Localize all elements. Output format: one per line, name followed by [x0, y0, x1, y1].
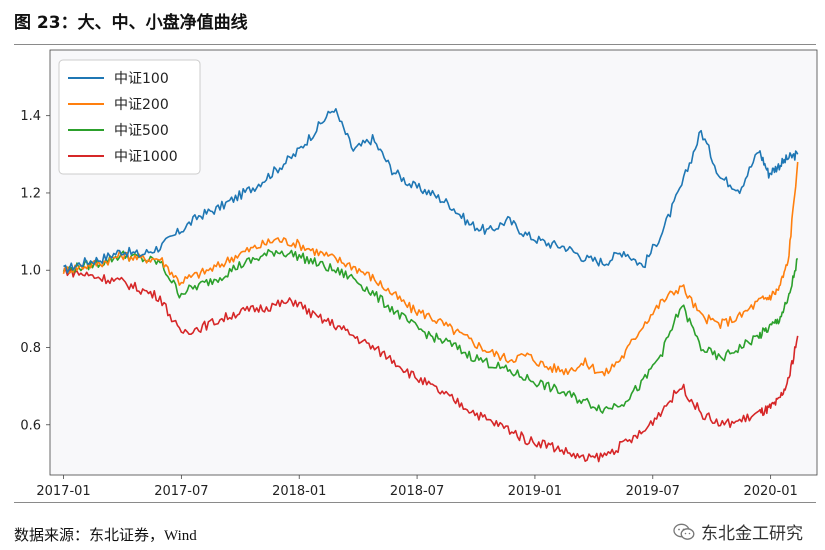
chart: 0.60.81.01.21.4 2017-01 2017-07 2018-01 201… — [20, 49, 818, 499]
top-divider — [14, 44, 816, 45]
series-line-1 — [62, 161, 799, 377]
legend-label: 中证100 — [114, 71, 169, 87]
legend: 中证100 中证200 中证500 中证1000 — [58, 59, 201, 175]
brand-name: 东北金工研究 — [701, 524, 803, 544]
x-axis: 2017-01 2017-07 2018-01 2018-07 2019-01 2019-… — [36, 475, 798, 499]
legend-label: 中证500 — [114, 123, 169, 139]
y-tick-label: 1.0 — [20, 264, 41, 279]
brand: 东北金工研究 — [673, 519, 803, 544]
x-tick-label: 2018-07 — [390, 484, 444, 499]
x-tick-label: 2020-01 — [743, 484, 797, 499]
series-line-2 — [62, 248, 799, 414]
x-tick-label: 2018-01 — [272, 484, 326, 499]
figure-title: 图 23：大、中、小盘净值曲线 — [14, 13, 248, 33]
source-label: 数据来源：东北证券， — [14, 526, 165, 544]
bottom-divider — [14, 502, 816, 503]
x-tick-label: 2017-01 — [36, 484, 90, 499]
y-tick-label: 1.4 — [20, 109, 41, 124]
x-tick-label: 2017-07 — [154, 484, 208, 499]
legend-label: 中证1000 — [114, 149, 178, 165]
legend-box — [58, 59, 201, 175]
series-lines — [62, 108, 799, 463]
y-tick-label: 0.8 — [20, 341, 41, 356]
series-line-3 — [63, 267, 799, 463]
source-note: 数据来源：东北证券，Wind — [14, 524, 197, 545]
series-line-0 — [63, 108, 799, 274]
wechat-icon — [673, 523, 695, 540]
y-tick-label: 1.2 — [20, 186, 41, 201]
source-name: Wind — [164, 528, 197, 544]
y-tick-label: 0.6 — [20, 418, 41, 433]
legend-label: 中证200 — [114, 97, 169, 113]
y-axis: 0.6 0.8 1.0 1.2 1.4 — [20, 109, 50, 433]
x-tick-label: 2019-07 — [626, 484, 680, 499]
x-tick-label: 2019-01 — [508, 484, 562, 499]
